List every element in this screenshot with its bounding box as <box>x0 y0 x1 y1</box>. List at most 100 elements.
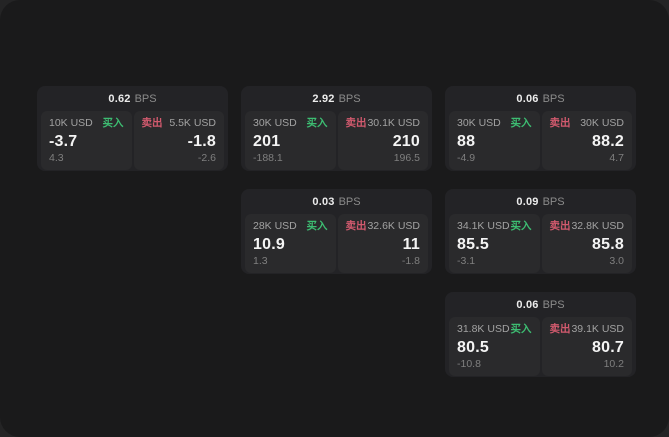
sell-side-panel[interactable]: 卖出 39.1K USD 80.7 10.2 <box>541 317 632 376</box>
bps-unit-label: BPS <box>542 298 565 311</box>
quote-card: 0.03 BPS 28K USD 买入 10.9 1.3 卖出 32.6K US… <box>241 189 432 274</box>
card-body: 34.1K USD 买入 85.5 -3.1 卖出 32.8K USD 85.8… <box>445 212 636 274</box>
buy-amount-label: 10K USD <box>49 117 93 129</box>
buy-quote-delta: 1.3 <box>253 255 268 267</box>
buy-side-top: 30K USD 买入 <box>253 117 328 130</box>
quote-card: 0.06 BPS 31.8K USD 买入 80.5 -10.8 卖出 39.1… <box>445 292 636 377</box>
sell-tag: 卖出 <box>549 323 571 335</box>
sell-quote-value: 80.7 <box>592 339 624 356</box>
buy-side-panel[interactable]: 28K USD 买入 10.9 1.3 <box>245 214 336 273</box>
buy-side-panel[interactable]: 34.1K USD 买入 85.5 -3.1 <box>449 214 540 273</box>
bps-unit-label: BPS <box>134 92 157 105</box>
buy-quote-value: 201 <box>253 133 281 150</box>
buy-quote-value: 85.5 <box>457 236 489 253</box>
sell-quote-delta: 10.2 <box>603 358 624 370</box>
sell-side-top: 卖出 32.6K USD <box>346 220 421 233</box>
quote-card: 0.62 BPS 10K USD 买入 -3.7 4.3 卖出 5.5K USD… <box>37 86 228 171</box>
buy-quote-value: -3.7 <box>49 133 78 150</box>
sell-amount-label: 30.1K USD <box>367 117 420 129</box>
sell-side-panel[interactable]: 卖出 30K USD 88.2 4.7 <box>541 111 632 170</box>
buy-side-top: 34.1K USD 买入 <box>457 220 532 233</box>
buy-tag: 买入 <box>306 220 328 232</box>
card-header: 0.06 BPS <box>445 292 636 315</box>
buy-amount-label: 34.1K USD <box>457 220 510 232</box>
card-header: 0.62 BPS <box>37 86 228 109</box>
buy-amount-label: 28K USD <box>253 220 297 232</box>
sell-tag: 卖出 <box>345 117 367 129</box>
buy-quote-delta: -10.8 <box>457 358 481 370</box>
buy-side-panel[interactable]: 10K USD 买入 -3.7 4.3 <box>41 111 132 170</box>
sell-side-panel[interactable]: 卖出 32.6K USD 11 -1.8 <box>337 214 428 273</box>
bps-unit-label: BPS <box>338 92 361 105</box>
sell-side-top: 卖出 32.8K USD <box>550 220 625 233</box>
sell-tag: 卖出 <box>549 117 571 129</box>
buy-amount-label: 31.8K USD <box>457 323 510 335</box>
sell-quote-value: 11 <box>402 236 420 253</box>
bps-value: 0.06 <box>516 298 539 311</box>
sell-side-top: 卖出 5.5K USD <box>142 117 217 130</box>
buy-side-panel[interactable]: 30K USD 买入 88 -4.9 <box>449 111 540 170</box>
sell-quote-delta: 3.0 <box>609 255 624 267</box>
bps-value: 0.06 <box>516 92 539 105</box>
sell-amount-label: 32.8K USD <box>571 220 624 232</box>
bps-value: 0.03 <box>312 195 335 208</box>
card-body: 10K USD 买入 -3.7 4.3 卖出 5.5K USD -1.8 -2.… <box>37 109 228 171</box>
buy-amount-label: 30K USD <box>253 117 297 129</box>
sell-quote-value: 85.8 <box>592 236 624 253</box>
buy-amount-label: 30K USD <box>457 117 501 129</box>
quote-card: 0.09 BPS 34.1K USD 买入 85.5 -3.1 卖出 32.8K… <box>445 189 636 274</box>
buy-tag: 买入 <box>306 117 328 129</box>
buy-quote-delta: -4.9 <box>457 152 476 164</box>
card-body: 28K USD 买入 10.9 1.3 卖出 32.6K USD 11 -1.8 <box>241 212 432 274</box>
buy-side-panel[interactable]: 31.8K USD 买入 80.5 -10.8 <box>449 317 540 376</box>
sell-tag: 卖出 <box>141 117 163 129</box>
sell-quote-delta: 4.7 <box>609 152 624 164</box>
sell-amount-label: 5.5K USD <box>169 117 216 129</box>
card-body: 30K USD 买入 201 -188.1 卖出 30.1K USD 210 1… <box>241 109 432 171</box>
sell-side-panel[interactable]: 卖出 5.5K USD -1.8 -2.6 <box>133 111 224 170</box>
sell-amount-label: 30K USD <box>580 117 624 129</box>
sell-tag: 卖出 <box>549 220 571 232</box>
sell-side-top: 卖出 39.1K USD <box>550 323 625 336</box>
buy-side-top: 28K USD 买入 <box>253 220 328 233</box>
sell-amount-label: 39.1K USD <box>571 323 624 335</box>
buy-quote-delta: 4.3 <box>49 152 64 164</box>
card-body: 30K USD 买入 88 -4.9 卖出 30K USD 88.2 4.7 <box>445 109 636 171</box>
buy-quote-delta: -3.1 <box>457 255 476 267</box>
card-header: 0.09 BPS <box>445 189 636 212</box>
bps-value: 2.92 <box>312 92 335 105</box>
bps-unit-label: BPS <box>542 92 565 105</box>
sell-side-panel[interactable]: 卖出 30.1K USD 210 196.5 <box>337 111 428 170</box>
buy-quote-delta: -188.1 <box>253 152 283 164</box>
quote-card: 2.92 BPS 30K USD 买入 201 -188.1 卖出 30.1K … <box>241 86 432 171</box>
buy-tag: 买入 <box>510 323 532 335</box>
sell-quote-delta: -2.6 <box>197 152 216 164</box>
buy-tag: 买入 <box>102 117 124 129</box>
sell-side-panel[interactable]: 卖出 32.8K USD 85.8 3.0 <box>541 214 632 273</box>
sell-quote-delta: 196.5 <box>393 152 420 164</box>
card-body: 31.8K USD 买入 80.5 -10.8 卖出 39.1K USD 80.… <box>445 315 636 377</box>
bps-value: 0.09 <box>516 195 539 208</box>
sell-tag: 卖出 <box>345 220 367 232</box>
sell-quote-value: 88.2 <box>592 133 624 150</box>
card-header: 0.03 BPS <box>241 189 432 212</box>
card-header: 0.06 BPS <box>445 86 636 109</box>
bps-unit-label: BPS <box>338 195 361 208</box>
buy-side-top: 31.8K USD 买入 <box>457 323 532 336</box>
bps-value: 0.62 <box>108 92 131 105</box>
buy-quote-value: 10.9 <box>253 236 285 253</box>
bps-unit-label: BPS <box>542 195 565 208</box>
sell-quote-value: 210 <box>392 133 420 150</box>
sell-amount-label: 32.6K USD <box>367 220 420 232</box>
buy-side-top: 10K USD 买入 <box>49 117 124 130</box>
buy-tag: 买入 <box>510 117 532 129</box>
sell-side-top: 卖出 30.1K USD <box>346 117 421 130</box>
buy-quote-value: 88 <box>457 133 476 150</box>
cards-grid: 0.62 BPS 10K USD 买入 -3.7 4.3 卖出 5.5K USD… <box>37 86 636 377</box>
buy-side-top: 30K USD 买入 <box>457 117 532 130</box>
buy-side-panel[interactable]: 30K USD 买入 201 -188.1 <box>245 111 336 170</box>
quote-card: 0.06 BPS 30K USD 买入 88 -4.9 卖出 30K USD 8… <box>445 86 636 171</box>
buy-tag: 买入 <box>510 220 532 232</box>
buy-quote-value: 80.5 <box>457 339 489 356</box>
